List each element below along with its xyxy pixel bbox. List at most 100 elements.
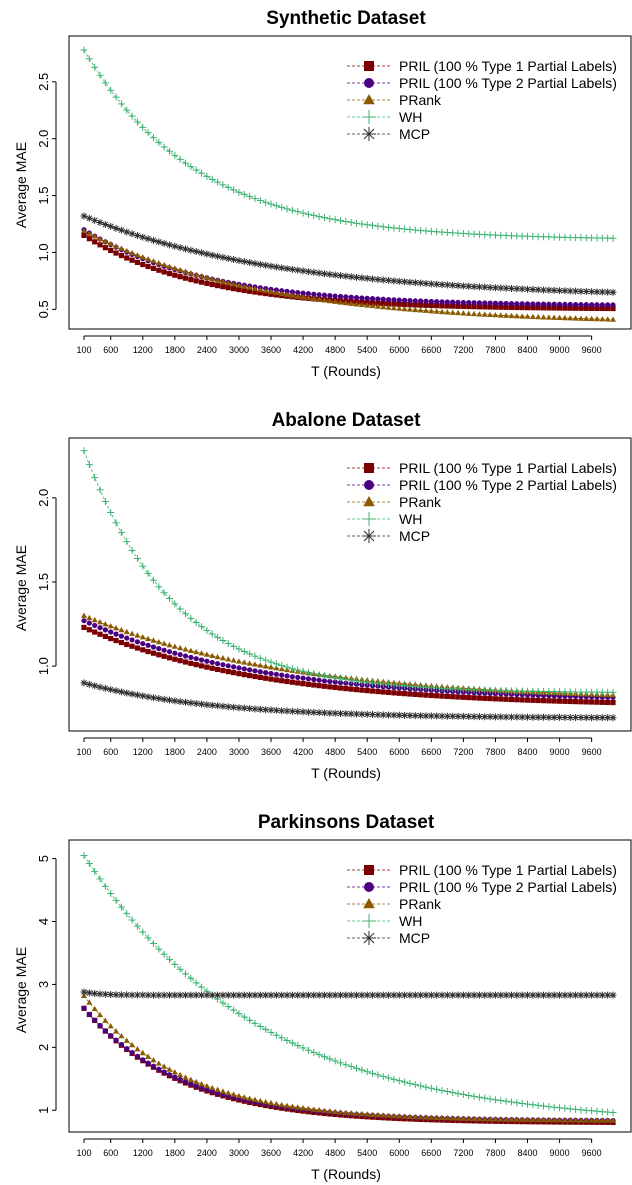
data-point (182, 653, 189, 659)
data-point (160, 695, 168, 703)
data-point (268, 288, 275, 295)
data-point (203, 250, 211, 258)
data-point (326, 709, 334, 717)
data-point (246, 650, 254, 658)
x-tick-label: 600 (103, 345, 118, 355)
data-point (562, 305, 568, 311)
y-tick-label: 2.0 (36, 130, 51, 148)
data-point (364, 882, 374, 892)
data-point (240, 704, 248, 712)
data-point (182, 1074, 189, 1080)
data-point (145, 256, 152, 262)
data-point (268, 664, 275, 670)
chart-panel-parkinsons: Parkinsons Dataset T (Rounds) Average MA… (13, 812, 632, 1182)
data-point (545, 713, 553, 721)
data-point (362, 512, 376, 526)
data-point (498, 696, 504, 702)
data-point (150, 637, 157, 643)
data-point (133, 991, 141, 999)
data-point (235, 282, 242, 288)
data-point (251, 1096, 258, 1103)
data-point (128, 230, 136, 238)
data-point (534, 286, 542, 294)
data-point (348, 294, 354, 300)
data-point (450, 694, 456, 700)
data-point (107, 86, 115, 94)
data-point (171, 643, 178, 649)
data-point (198, 249, 206, 257)
data-point (342, 991, 350, 999)
data-point (487, 304, 493, 310)
data-point (465, 1091, 473, 1099)
data-point (433, 1114, 440, 1120)
data-point (133, 691, 141, 699)
data-point (545, 286, 553, 294)
data-point (176, 605, 184, 613)
data-point (91, 990, 99, 998)
data-point (155, 138, 163, 146)
data-point (546, 698, 552, 704)
series-star (80, 212, 617, 296)
data-point (583, 305, 589, 311)
data-point (176, 965, 184, 973)
x-tick-label: 4800 (325, 1148, 345, 1158)
data-point (550, 713, 558, 721)
data-point (583, 1117, 590, 1123)
data-point (251, 285, 258, 291)
data-point (193, 648, 200, 655)
data-point (327, 293, 333, 299)
data-point (492, 696, 499, 702)
data-point (203, 274, 210, 280)
data-point (422, 307, 429, 313)
data-point (353, 273, 361, 281)
x-tick-label: 4200 (293, 345, 313, 355)
data-point (466, 694, 472, 701)
data-point (310, 295, 317, 302)
y-tick-label: 5 (36, 855, 51, 862)
data-point (166, 649, 173, 655)
data-point (379, 276, 387, 284)
data-point (262, 198, 270, 206)
data-point (396, 1113, 403, 1119)
data-point (588, 288, 596, 296)
data-point (535, 697, 541, 704)
data-point (149, 694, 157, 702)
data-point (235, 704, 243, 712)
data-point (91, 216, 99, 224)
data-point (81, 227, 87, 234)
chart-panel-synthetic: Synthetic Dataset T (Rounds) Average MAE… (13, 8, 632, 379)
data-point (395, 1077, 403, 1085)
data-point (91, 1005, 98, 1012)
data-point (294, 266, 302, 274)
data-point (540, 1102, 548, 1110)
data-point (139, 123, 147, 131)
data-point (364, 1111, 371, 1117)
data-point (150, 1057, 157, 1063)
data-point (491, 713, 499, 721)
data-point (177, 266, 184, 273)
legend-label: MCP (399, 126, 430, 142)
chart-panel-abalone: Abalone Dataset T (Rounds) Average MAE 1… (13, 410, 632, 781)
data-point (112, 896, 120, 904)
data-point (316, 683, 322, 689)
data-point (129, 630, 136, 636)
data-point (476, 1115, 483, 1122)
data-point (257, 669, 263, 675)
data-point (406, 306, 413, 312)
data-point (364, 302, 371, 308)
data-point (140, 647, 146, 653)
data-point (391, 297, 397, 303)
data-point (241, 283, 248, 289)
data-point (214, 277, 221, 283)
series-line (83, 627, 614, 703)
data-point (155, 238, 163, 246)
data-point (459, 1091, 467, 1099)
data-point (107, 240, 114, 247)
data-point (487, 695, 493, 702)
data-point (385, 304, 392, 310)
data-point (305, 676, 312, 682)
data-point (572, 991, 580, 999)
data-point (337, 679, 344, 686)
data-point (129, 637, 135, 643)
x-tick-label: 7800 (485, 345, 505, 355)
